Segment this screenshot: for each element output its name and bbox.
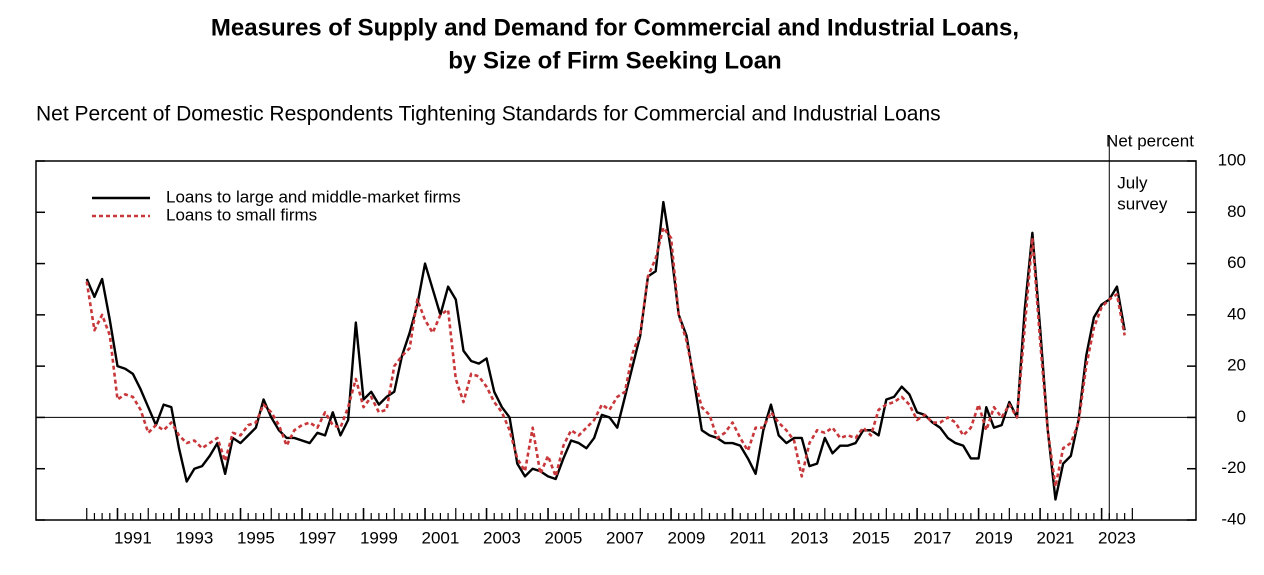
- x-tick-label: 1995: [237, 528, 275, 547]
- y-tick-label: 20: [1227, 356, 1246, 375]
- series-line: [85, 226, 1126, 488]
- annotation: survey: [1117, 194, 1168, 213]
- x-tick-label: 2017: [914, 528, 952, 547]
- y-tick-label: -20: [1221, 458, 1246, 477]
- y-tick-label: -40: [1221, 509, 1246, 528]
- y-tick-label: 80: [1227, 202, 1246, 221]
- x-tick-label: 1999: [360, 528, 398, 547]
- x-tick-label: 2001: [421, 528, 459, 547]
- y-tick-label: 100: [1218, 150, 1246, 169]
- x-tick-label: 2005: [544, 528, 582, 547]
- x-tick-label: 2021: [1037, 528, 1075, 547]
- y-tick-label: 40: [1227, 304, 1246, 323]
- series-line: [85, 200, 1126, 501]
- annotation: July: [1117, 173, 1148, 192]
- x-tick-label: 1997: [298, 528, 336, 547]
- x-tick-label: 2011: [730, 528, 767, 547]
- x-tick-label: 1991: [114, 528, 152, 547]
- y-tick-label: 60: [1227, 253, 1246, 272]
- chart-subtitle: Net Percent of Domestic Respondents Tigh…: [36, 103, 941, 126]
- plot-frame: [35, 160, 1197, 521]
- x-tick-label: 2023: [1098, 528, 1136, 547]
- x-tick-label: 2007: [606, 528, 644, 547]
- x-tick-label: 2019: [975, 528, 1013, 547]
- legend-label: Loans to small firms: [166, 205, 317, 224]
- x-tick-label: 1993: [175, 528, 213, 547]
- chart-title: Measures of Supply and Demand for Commer…: [211, 14, 1019, 41]
- chart-title: by Size of Firm Seeking Loan: [448, 47, 781, 74]
- x-tick-label: 2015: [852, 528, 890, 547]
- x-tick-label: 2009: [668, 528, 706, 547]
- x-tick-label: 2003: [483, 528, 521, 547]
- x-tick-label: 2013: [791, 528, 829, 547]
- legend-label: Loans to large and middle-market firms: [166, 187, 461, 206]
- y-axis-label: Net percent: [1106, 131, 1194, 150]
- y-tick-label: 0: [1237, 407, 1246, 426]
